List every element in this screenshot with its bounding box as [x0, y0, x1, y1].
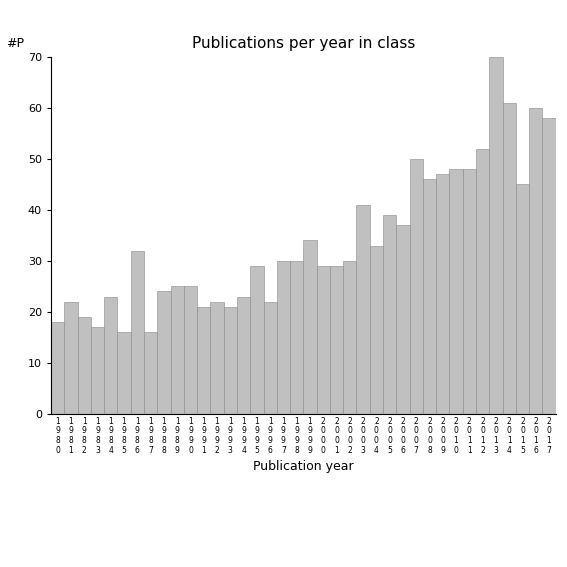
Bar: [157, 291, 171, 414]
Bar: [197, 307, 210, 414]
Bar: [51, 322, 64, 414]
Bar: [436, 174, 450, 414]
Bar: [64, 302, 78, 414]
Bar: [409, 159, 423, 414]
Bar: [450, 169, 463, 414]
Bar: [264, 302, 277, 414]
Bar: [131, 251, 144, 414]
Bar: [210, 302, 223, 414]
Bar: [529, 108, 543, 414]
Bar: [250, 266, 264, 414]
Bar: [383, 215, 396, 414]
Text: #P: #P: [6, 36, 24, 49]
Bar: [489, 57, 502, 414]
Bar: [463, 169, 476, 414]
Bar: [476, 149, 489, 414]
Title: Publications per year in class: Publications per year in class: [192, 36, 415, 52]
Bar: [91, 327, 104, 414]
Bar: [184, 286, 197, 414]
Bar: [330, 266, 343, 414]
Bar: [223, 307, 237, 414]
Bar: [502, 103, 516, 414]
Bar: [396, 225, 409, 414]
Bar: [543, 118, 556, 414]
Bar: [343, 261, 357, 414]
Bar: [144, 332, 157, 414]
Bar: [303, 240, 316, 414]
Bar: [357, 205, 370, 414]
Bar: [277, 261, 290, 414]
Bar: [78, 317, 91, 414]
Bar: [237, 297, 250, 414]
Bar: [370, 246, 383, 414]
Bar: [423, 179, 436, 414]
Bar: [104, 297, 117, 414]
Bar: [117, 332, 131, 414]
Bar: [290, 261, 303, 414]
Bar: [171, 286, 184, 414]
Bar: [316, 266, 330, 414]
X-axis label: Publication year: Publication year: [253, 460, 354, 473]
Bar: [516, 184, 529, 414]
